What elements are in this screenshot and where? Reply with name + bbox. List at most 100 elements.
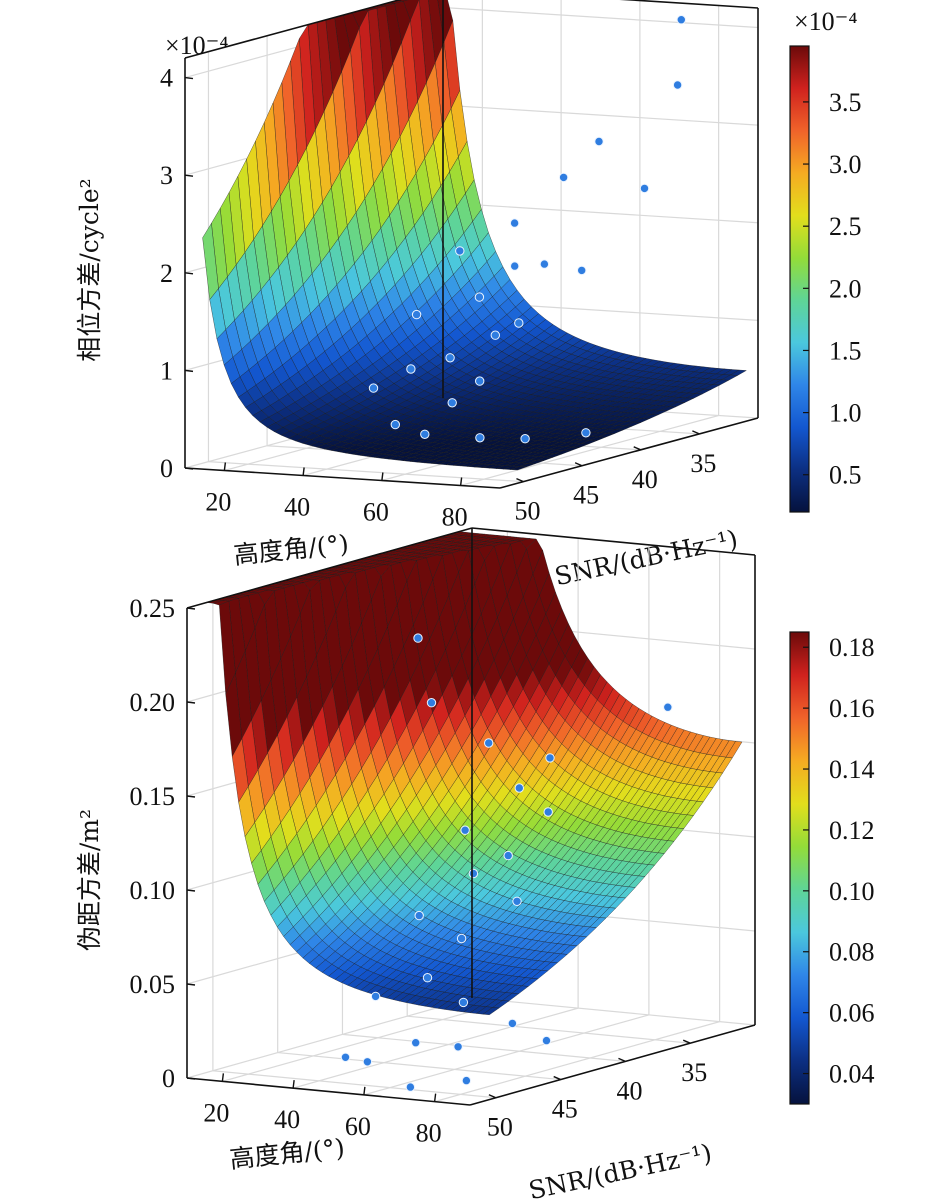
z-tick-mark <box>186 701 196 704</box>
z-tick-label: 0.15 <box>130 782 176 811</box>
scatter-point <box>456 933 467 944</box>
scatter-point <box>490 330 500 340</box>
grid-line <box>434 1021 720 1103</box>
x-tick-label: 20 <box>203 1098 229 1127</box>
phase-colorbar-bar <box>789 45 810 513</box>
y-tick-label: 50 <box>515 497 541 526</box>
scatter-point <box>543 807 553 817</box>
colorbar-tick-label: 0.5 <box>829 461 862 490</box>
axis-line <box>469 1024 756 1106</box>
scatter-point <box>362 1057 373 1067</box>
scatter-point <box>460 825 470 835</box>
pseudorange-scatter-points <box>340 633 673 1092</box>
phase-z-multiplier: ×10⁻⁴ <box>165 31 228 60</box>
scatter-point <box>541 1035 552 1046</box>
colorbar-tick-label: 0.04 <box>829 1060 875 1089</box>
x-tick-label: 40 <box>284 493 310 522</box>
colorbar-tick-label: 0.16 <box>829 694 875 723</box>
colorbar-tick-label: 0.12 <box>829 816 875 845</box>
scatter-point <box>509 218 520 228</box>
z-tick-mark <box>184 76 194 80</box>
colorbar-tick-label: 0.06 <box>829 999 875 1028</box>
phase-variance-surface <box>202 0 748 471</box>
scatter-point <box>639 183 650 194</box>
x-tick-label: 60 <box>363 498 389 527</box>
z-tick-label: 3 <box>160 161 173 190</box>
scatter-point <box>445 353 455 363</box>
z-tick-label: 1 <box>160 356 173 385</box>
z-tick-mark <box>186 795 196 798</box>
grid-line <box>184 6 759 79</box>
x-tick-label: 80 <box>416 1119 442 1148</box>
pseudorange-z-axis-label: 伪距方差/m² <box>75 809 104 951</box>
z-tick-mark <box>186 889 196 892</box>
pseudorange-x-axis-label: 高度角/(°) <box>228 1133 346 1174</box>
pseudorange-axes <box>186 527 756 1106</box>
scatter-point <box>413 633 423 643</box>
grid-line <box>342 1033 626 1062</box>
pseudorange-y-ticks: 50 45 40 35 <box>487 1039 707 1142</box>
y-tick-mark <box>692 430 700 435</box>
axis-line <box>619 0 759 9</box>
scatter-point <box>405 1082 416 1092</box>
axis-line <box>184 467 501 489</box>
phase-colorbar-multiplier: ×10⁻⁴ <box>794 7 857 36</box>
y-tick-mark <box>553 1075 561 1081</box>
grid-line <box>222 1000 508 1082</box>
scatter-point <box>458 997 469 1008</box>
colorbar-tick-label: 3.5 <box>829 88 862 117</box>
scatter-point <box>390 419 400 430</box>
phase-z-ticks: 0 1 2 3 4 <box>160 64 194 483</box>
scatter-point <box>512 896 522 906</box>
colorbar-tick-label: 3.0 <box>829 150 862 179</box>
scatter-point <box>545 753 555 763</box>
z-tick-mark <box>184 174 194 177</box>
grid-line <box>212 1070 496 1099</box>
scatter-point <box>510 261 520 271</box>
z-tick-mark <box>186 607 196 610</box>
phase-colorbar-ticks: 0.5 1.0 1.5 2.0 2.5 3.0 3.5 <box>803 88 862 490</box>
z-tick-mark <box>184 467 194 470</box>
phase-axes <box>184 0 759 489</box>
scatter-point <box>663 702 673 712</box>
scatter-point <box>581 428 591 438</box>
axis-line <box>471 527 756 556</box>
scatter-point <box>507 1018 518 1029</box>
grid-line <box>407 1015 691 1044</box>
phase-z-axis-label: 相位方差/cycle² <box>75 178 104 361</box>
scatter-point <box>503 850 513 861</box>
phase-x-axis-label: 高度角/(°) <box>232 529 350 570</box>
pseudorange-y-axis-label: SNR/(dB·Hz⁻¹) <box>526 1138 714 1200</box>
scatter-point <box>426 698 437 708</box>
scatter-point <box>455 246 465 256</box>
y-tick-mark <box>618 1057 626 1063</box>
phase-y-ticks: 50 45 40 35 <box>515 430 716 526</box>
grid-line <box>363 1014 650 1096</box>
colorbar-tick-label: 2.5 <box>829 212 862 241</box>
z-tick-label: 0 <box>160 454 173 483</box>
x-tick-mark <box>459 477 463 486</box>
scatter-point <box>514 783 524 793</box>
y-tick-label: 45 <box>552 1095 578 1124</box>
pseudorange-variance-plot: 00.050.100.150.200.25 20 40 60 80 50454035 … <box>75 527 875 1200</box>
z-tick-label: 4 <box>160 64 173 93</box>
scatter-point <box>370 991 381 1002</box>
colorbar-tick-label: 0.14 <box>829 755 875 784</box>
grid-line <box>292 1007 579 1089</box>
z-tick-mark <box>184 272 194 275</box>
x-tick-mark <box>433 1093 437 1102</box>
colorbar-tick-label: 0.10 <box>829 877 875 906</box>
scatter-point <box>558 172 569 183</box>
phase-colorbar: ×10⁻⁴ 0.5 1.0 1.5 2.0 2.5 3.0 3.5 <box>789 7 862 513</box>
axis-line <box>186 527 473 609</box>
colorbar-tick-label: 1.0 <box>829 399 862 428</box>
y-tick-label: 45 <box>573 481 599 510</box>
colorbar-tick-label: 0.18 <box>829 633 875 662</box>
y-tick-label: 35 <box>681 1058 707 1087</box>
scatter-point <box>514 318 524 328</box>
z-tick-label: 0 <box>162 1064 175 1093</box>
axis-line <box>186 1077 471 1106</box>
z-tick-label: 0.05 <box>130 970 176 999</box>
z-tick-label: 0.20 <box>130 688 176 717</box>
y-tick-mark <box>633 446 642 451</box>
